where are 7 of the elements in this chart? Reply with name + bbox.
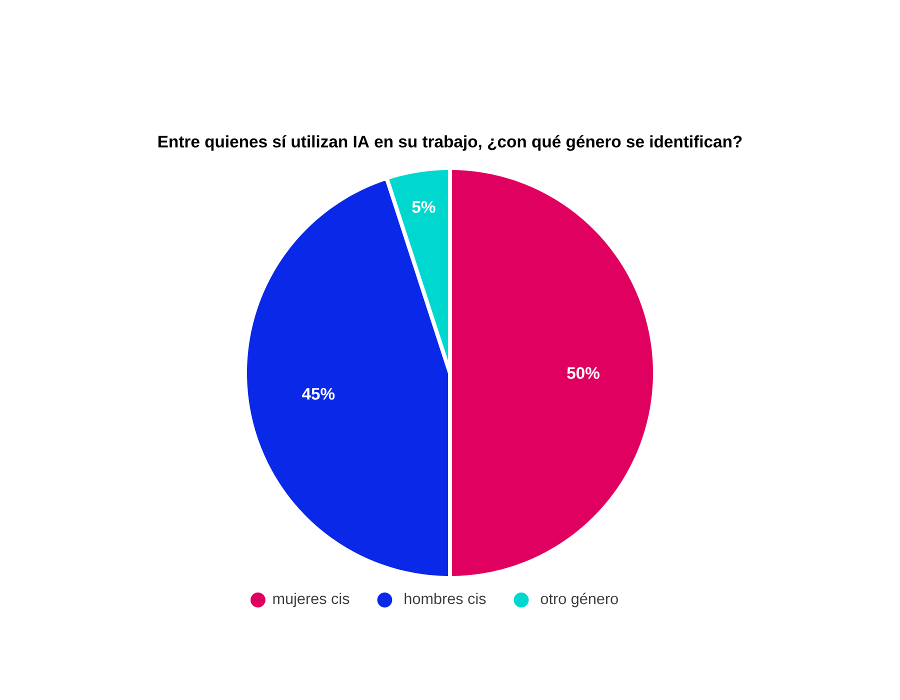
legend-label: otro género: [540, 592, 618, 608]
data-label: 45%: [302, 388, 335, 400]
legend-label: mujeres cis: [273, 592, 350, 608]
data-label: 5%: [412, 201, 436, 213]
data-label: 50%: [567, 367, 600, 379]
chart-title: Entre quienes sí utilizan IA en su trabajo, ¿con qué género se identifican?: [158, 135, 742, 151]
legend-label: hombres cis: [404, 592, 486, 604]
